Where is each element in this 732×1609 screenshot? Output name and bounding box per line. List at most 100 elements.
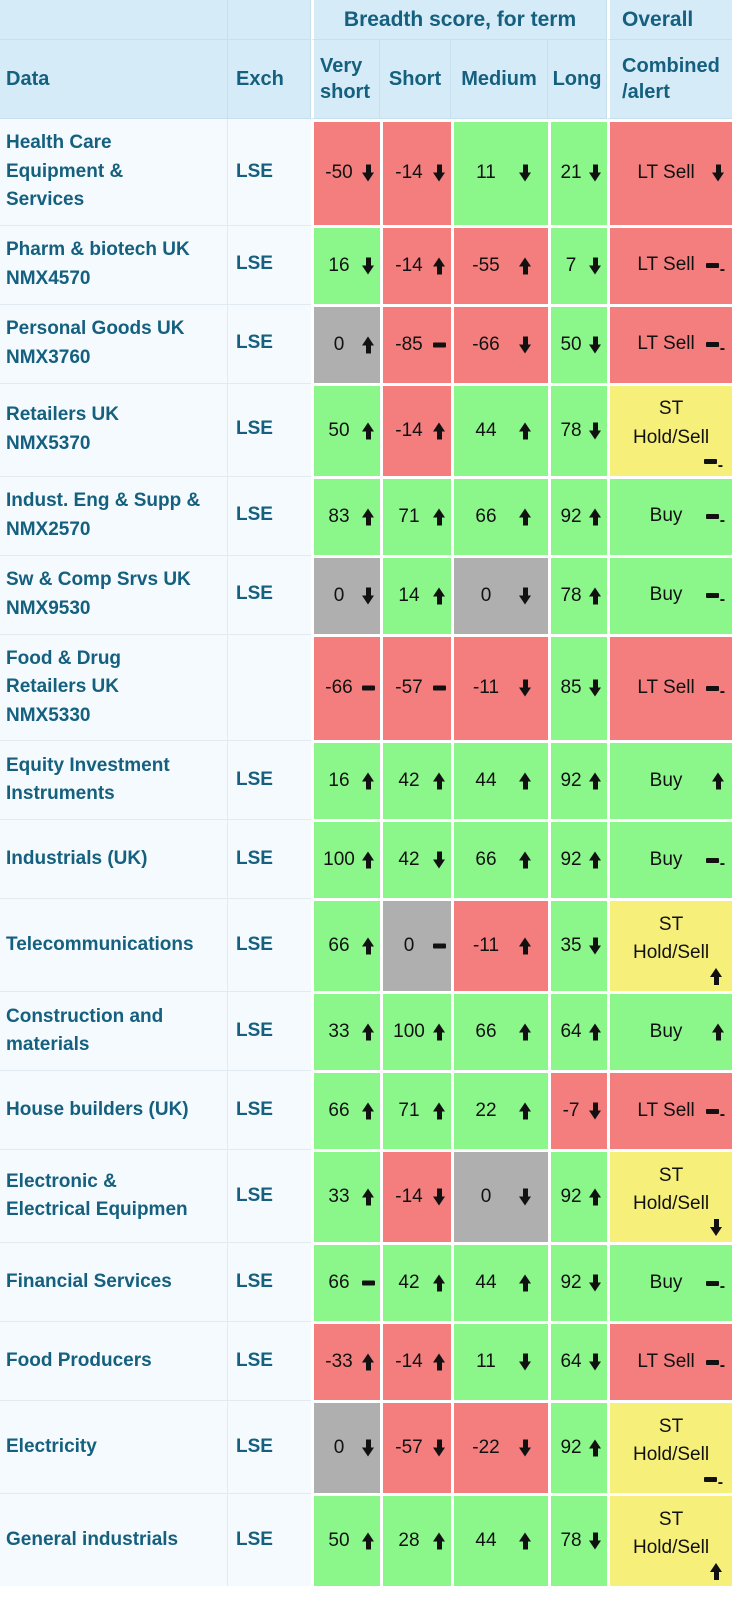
overall-signal-label: LT Sell (637, 333, 695, 355)
trend-up-arrow-icon (433, 1274, 446, 1292)
score-value: -7 (562, 1100, 580, 1121)
trend-up-arrow-icon (589, 851, 602, 869)
score-cell-long: 64 (548, 1321, 608, 1400)
overall-signal-cell: Buy - (607, 1242, 732, 1321)
trend-down-arrow-icon (362, 164, 375, 182)
column-header-exch: Exch (228, 40, 311, 119)
score-cell-short: 71 (380, 475, 451, 555)
header-columns-row: Data Exch Very short Short Medium Long C… (0, 40, 732, 119)
trend-flat-dash-icon (705, 342, 719, 347)
trend-flat-dash-icon (703, 459, 717, 464)
trend-up-arrow-icon (362, 1188, 375, 1206)
score-cell-very-short: -33 (311, 1321, 380, 1400)
score-cell-long: 85 (548, 633, 608, 740)
overall-signal-cell: LT Sell (607, 119, 732, 225)
score-content: -11 (454, 658, 548, 718)
score-value: 100 (393, 1021, 425, 1042)
trend-flat-hyphen: - (717, 1474, 724, 1491)
score-content: 66 (454, 830, 548, 890)
trend-down-arrow-icon (433, 851, 446, 869)
trend-down-arrow-icon (589, 679, 602, 697)
sector-name-cell: Telecommunications (0, 898, 228, 991)
score-content: -57 (383, 658, 451, 718)
score-value: 42 (398, 770, 420, 791)
trend-down-arrow-icon (362, 587, 375, 604)
score-value: 66 (475, 1021, 497, 1042)
score-cell-long: 7 (548, 224, 608, 304)
score-cell-medium: 66 (451, 475, 548, 555)
overall-signal-label: LT Sell (637, 1099, 695, 1121)
score-value: 66 (475, 505, 497, 527)
trend-flat-hyphen: - (719, 855, 726, 872)
score-value: 0 (480, 1186, 492, 1207)
trend-flat-dash-icon (705, 263, 719, 268)
overall-signal-content: ST Hold/Sell - (610, 1403, 732, 1493)
trend-flat-dash-icon (705, 1108, 719, 1114)
score-content: -14 (383, 401, 451, 461)
header-group-breadth: Breadth score, for term (311, 0, 608, 40)
trend-down-arrow-icon (589, 164, 602, 182)
score-cell-medium: -11 (451, 898, 548, 991)
score-cell-very-short: 0 (311, 554, 380, 634)
exchange-cell: LSE (228, 991, 311, 1070)
header-group-empty-exch (228, 0, 311, 40)
score-content: 11 (454, 1332, 548, 1392)
trend-flat-dash-icon (705, 1359, 719, 1365)
table-row: House builders (UK) LSE 66 71 22 -7 LT Sell - (0, 1070, 732, 1149)
exchange-cell: LSE (228, 819, 311, 898)
score-cell-very-short: 50 (311, 1493, 380, 1586)
table-row: Indust. Eng & Supp & NMX2570 LSE 83 71 66 92 B… (0, 475, 732, 555)
score-value: 92 (560, 1272, 582, 1293)
score-value: 66 (475, 849, 497, 870)
overall-signal-label: Buy (649, 505, 683, 527)
trend-up-arrow-icon (589, 1023, 602, 1041)
score-cell-long: 92 (548, 740, 608, 819)
overall-signal-label: LT Sell (637, 1350, 695, 1372)
score-cell-medium: -22 (451, 1400, 548, 1493)
score-value: 42 (398, 849, 420, 870)
score-content: 42 (383, 751, 451, 811)
exchange-cell: LSE (228, 898, 311, 991)
trend-up-arrow-icon (433, 1023, 446, 1041)
trend-up-arrow-icon (433, 422, 446, 439)
score-value: -55 (472, 254, 500, 276)
score-cell-very-short: 0 (311, 303, 380, 383)
score-value: 92 (560, 505, 582, 527)
trend-up-arrow-icon (433, 257, 446, 274)
exchange-cell: LSE (228, 303, 311, 383)
trend-flat-dash-icon (705, 857, 719, 863)
sector-name-cell: General industrials (0, 1493, 228, 1586)
score-content: 50 (314, 1511, 380, 1571)
score-content: -14 (383, 1332, 451, 1392)
score-cell-long: 64 (548, 991, 608, 1070)
overall-signal-cell: ST Hold/Sell - (607, 382, 732, 476)
trend-up-arrow-icon (712, 1023, 725, 1041)
overall-signal-cell: ST Hold/Sell - (607, 1400, 732, 1493)
score-cell-long: 50 (548, 303, 608, 383)
score-content: 42 (383, 830, 451, 890)
exchange-cell: LSE (228, 224, 311, 304)
score-value: 16 (328, 770, 350, 791)
trend-up-arrow-icon (433, 772, 446, 790)
score-value: 50 (328, 1530, 350, 1551)
exchange-cell (228, 633, 311, 740)
table-row: Construction and materials LSE 33 100 66 64 Bu… (0, 991, 732, 1070)
score-value: 16 (328, 254, 350, 276)
overall-signal-label: Buy (649, 848, 683, 870)
trend-down-arrow-icon (433, 164, 446, 182)
trend-up-arrow-icon (519, 1532, 532, 1550)
trend-flat-hyphen: - (719, 339, 726, 357)
score-value: 71 (398, 505, 420, 527)
score-content: 50 (551, 315, 607, 375)
score-content: -14 (383, 236, 451, 296)
trend-down-arrow-icon (362, 1439, 375, 1457)
trend-flat-hyphen: - (719, 1278, 726, 1295)
score-cell-medium: -11 (451, 633, 548, 740)
score-cell-long: -7 (548, 1070, 608, 1149)
trend-down-arrow-icon (589, 1532, 602, 1550)
table-row: Food Producers LSE -33 -14 11 64 LT Sell - (0, 1321, 732, 1400)
trend-up-arrow-icon (362, 772, 375, 790)
column-header-long: Long (548, 40, 608, 119)
header-group-overall: Overall (607, 0, 732, 40)
overall-signal-content: Buy - (610, 1245, 732, 1321)
